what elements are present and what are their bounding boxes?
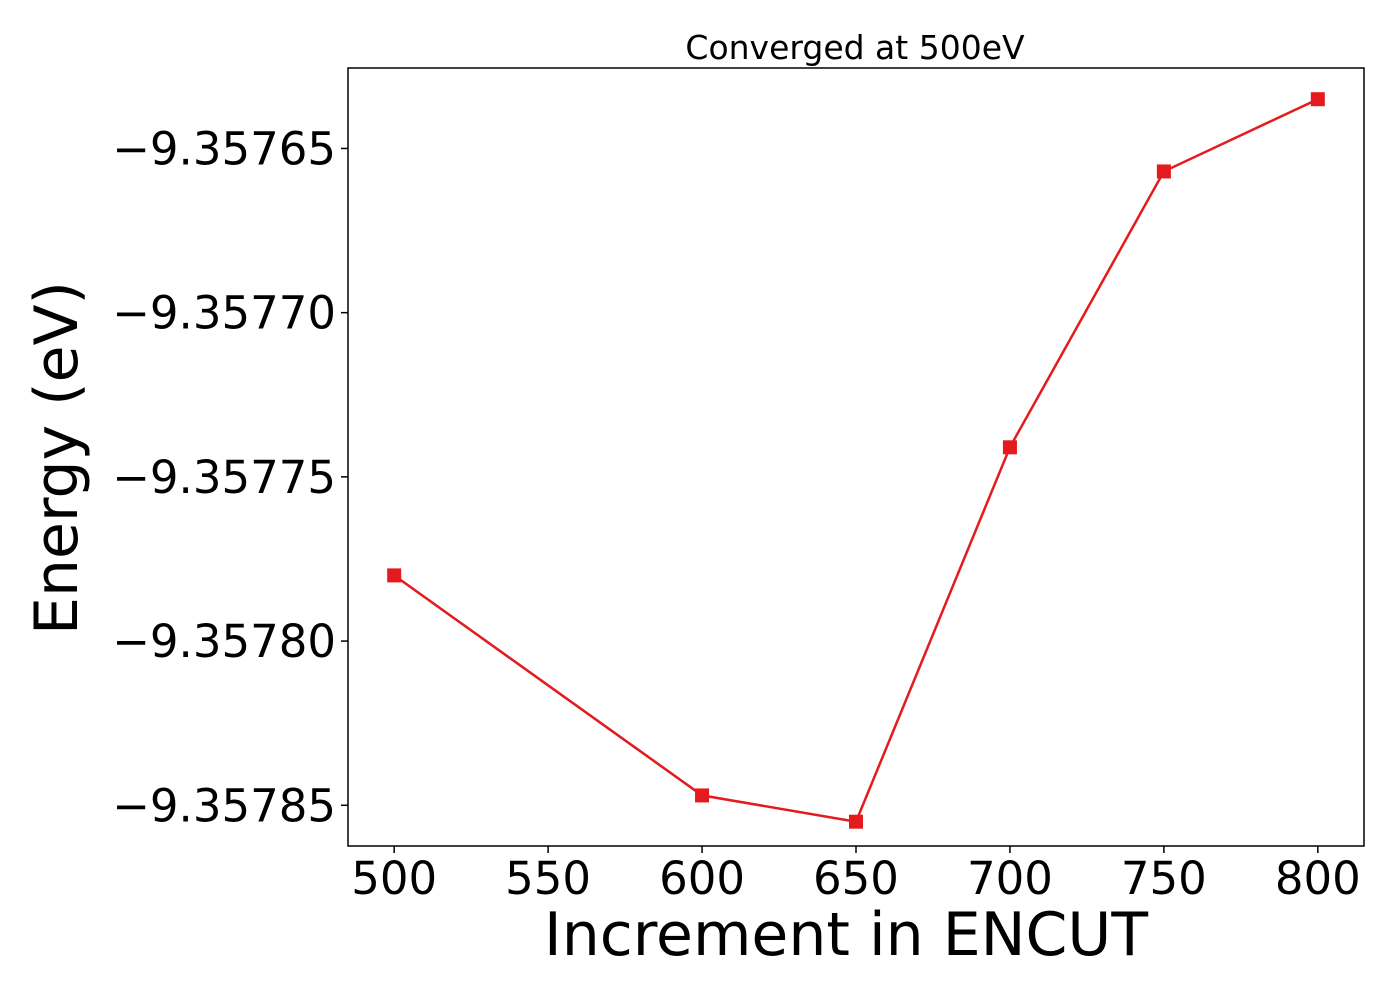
x-tick-label: 750 [1121, 852, 1207, 905]
y-axis: −9.35765 −9.35770 −9.35775 −9.35780 −9.35785 [112, 122, 348, 832]
x-tick-label: 550 [505, 852, 591, 905]
x-tick-label: 650 [813, 852, 899, 905]
data-point-marker [695, 788, 710, 803]
x-tick-label: 500 [351, 852, 437, 905]
axes-frame [347, 67, 1365, 847]
plot-area [387, 92, 1325, 829]
x-tick-label: 800 [1275, 852, 1361, 905]
data-point-marker [1002, 440, 1017, 455]
x-tick-label: 600 [659, 852, 745, 905]
y-tick-label: −9.35775 [112, 451, 336, 504]
y-tick-label: −9.35765 [112, 122, 336, 175]
data-point-marker [1310, 92, 1325, 107]
data-point-marker [849, 814, 863, 829]
y-tick-label: −9.35770 [112, 287, 336, 340]
x-axis: 500 550 600 650 700 750 800 [351, 846, 1361, 905]
data-point-marker [1156, 164, 1171, 179]
x-tick-label: 700 [967, 852, 1053, 905]
data-point-marker [387, 568, 402, 583]
chart-title: Converged at 500eV [685, 28, 1025, 67]
y-tick-label: −9.35785 [112, 779, 336, 832]
x-axis-label: Increment in ENCUT [544, 900, 1148, 970]
series-line [393, 98, 1319, 824]
y-axis-label: Energy (eV) [22, 281, 92, 635]
y-tick-label: −9.35780 [112, 615, 336, 668]
